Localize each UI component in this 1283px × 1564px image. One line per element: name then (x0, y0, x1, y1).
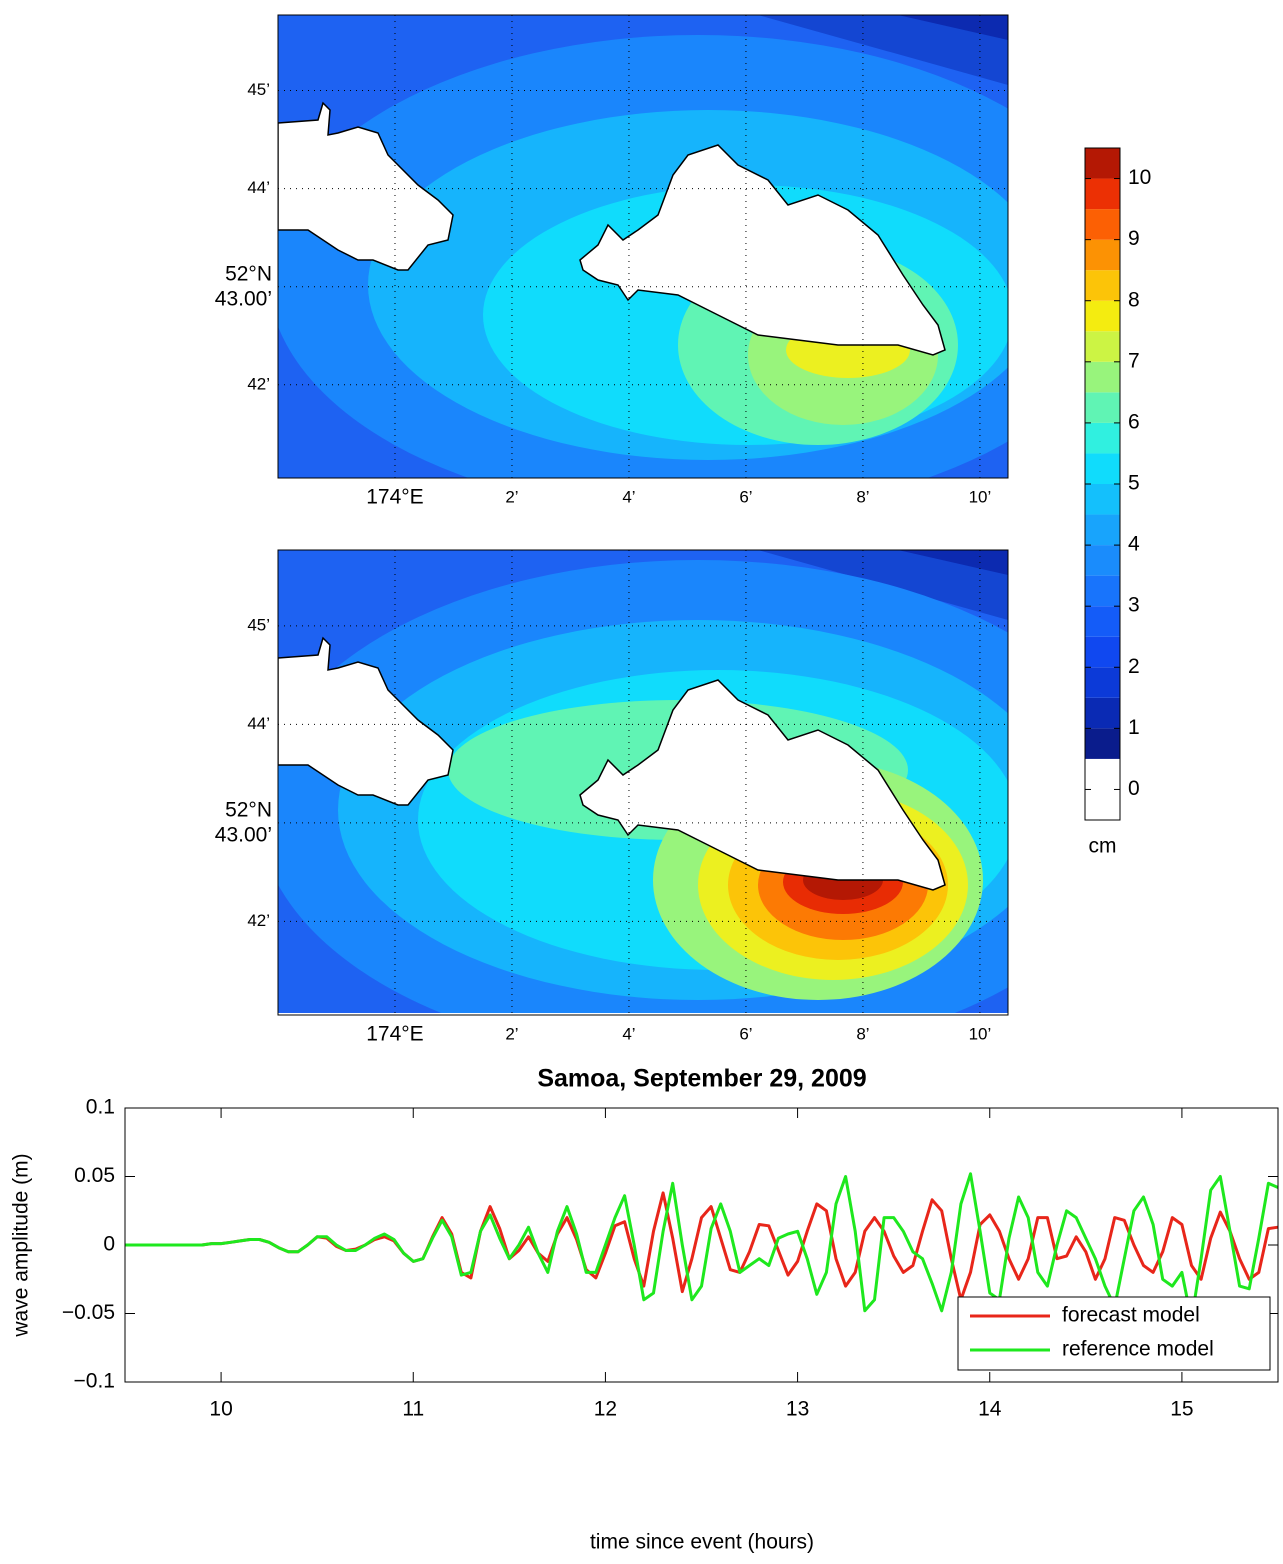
y-tick-label: −0.05 (62, 1301, 115, 1324)
x-tick-label: 14 (978, 1398, 1002, 1421)
map-frame (277, 549, 1009, 1016)
colorbar-band (1085, 606, 1120, 637)
y-tick-label: 52°N (225, 262, 272, 285)
x-tick-label: 174°E (366, 486, 423, 509)
x-tick-label: 8’ (856, 1024, 869, 1043)
x-tick-label: 4’ (622, 487, 635, 506)
x-axis-label: time since event (hours) (590, 1531, 814, 1554)
colorbar-band (1085, 331, 1120, 362)
y-tick-label: 42’ (247, 911, 270, 930)
colorbar-tick-label: 3 (1128, 594, 1140, 617)
y-tick-label: 0 (103, 1233, 115, 1256)
series-line (125, 1172, 1279, 1322)
colorbar-tick-label: 7 (1128, 349, 1140, 372)
x-tick-label: 174°E (366, 1023, 423, 1046)
colorbar-band (1085, 545, 1120, 576)
colorbar-band (1085, 514, 1120, 546)
y-tick-label: 44’ (247, 178, 270, 197)
colorbar-tick-label: 2 (1128, 655, 1140, 678)
colorbar-tick-label: 9 (1128, 227, 1140, 250)
x-tick-label: 2’ (505, 487, 518, 506)
y-tick-label: 42’ (247, 374, 270, 393)
colorbar-band (1085, 392, 1120, 423)
colorbar-band (1085, 484, 1120, 515)
colorbar-band (1085, 270, 1120, 301)
y-tick-label: −0.1 (74, 1370, 115, 1393)
legend-label: forecast model (1062, 1304, 1200, 1327)
x-tick-label: 10 (209, 1398, 232, 1421)
x-tick-label: 4’ (622, 1024, 635, 1043)
colorbar-unit: cm (1089, 835, 1117, 858)
colorbar-band (1085, 697, 1120, 729)
y-tick-label: 52°N (225, 798, 272, 821)
colorbar-band (1085, 422, 1120, 454)
colorbar-band (1085, 178, 1120, 210)
x-tick-label: 2’ (505, 1024, 518, 1043)
x-tick-label: 10’ (969, 487, 992, 506)
x-tick-label: 15 (1170, 1398, 1193, 1421)
colorbar-tick-label: 4 (1128, 533, 1140, 556)
colorbar-band (1085, 636, 1120, 668)
colorbar-band (1085, 453, 1120, 484)
colorbar-band (1085, 148, 1120, 179)
legend-label: reference model (1062, 1338, 1214, 1361)
chart-title: Samoa, September 29, 2009 (537, 1065, 866, 1093)
x-tick-label: 10’ (969, 1024, 992, 1043)
colorbar-tick-label: 0 (1128, 777, 1140, 800)
colorbar-tick-label: 10 (1128, 166, 1151, 189)
axes-frame (124, 1107, 1279, 1383)
colorbar-tick-label: 8 (1128, 288, 1140, 311)
map-field-bottom (278, 550, 1008, 1013)
colorbar-frame (1084, 147, 1121, 821)
x-tick-label: 11 (402, 1398, 424, 1421)
y-tick-label: 45’ (247, 615, 270, 634)
legend-box (957, 1296, 1271, 1371)
x-tick-label: 8’ (856, 487, 869, 506)
colorbar-tick-label: 5 (1128, 472, 1140, 495)
map-frame (277, 14, 1009, 479)
y-tick-label: 0.05 (74, 1164, 115, 1187)
y-tick-label: 43.00’ (215, 287, 272, 310)
x-tick-label: 6’ (739, 487, 752, 506)
map-field-top (278, 15, 1008, 478)
colorbar-band (1085, 667, 1120, 698)
y-tick-label: 0.1 (86, 1096, 115, 1119)
colorbar-band (1085, 209, 1120, 240)
colorbar-band (1085, 361, 1120, 393)
colorbar-band (1085, 575, 1120, 607)
x-tick-label: 12 (594, 1398, 617, 1421)
y-tick-label: 44’ (247, 714, 270, 733)
colorbar-band (1085, 300, 1120, 332)
y-tick-label: 43.00’ (215, 823, 272, 846)
colorbar-band (1085, 239, 1120, 271)
y-axis-label: wave amplitude (m) (10, 1153, 33, 1337)
x-tick-label: 6’ (739, 1024, 752, 1043)
colorbar-tick-label: 6 (1128, 410, 1140, 433)
x-tick-label: 13 (786, 1398, 809, 1421)
y-tick-label: 45’ (247, 80, 270, 99)
colorbar-tick-label: 1 (1128, 716, 1140, 739)
colorbar-band (1085, 728, 1120, 759)
